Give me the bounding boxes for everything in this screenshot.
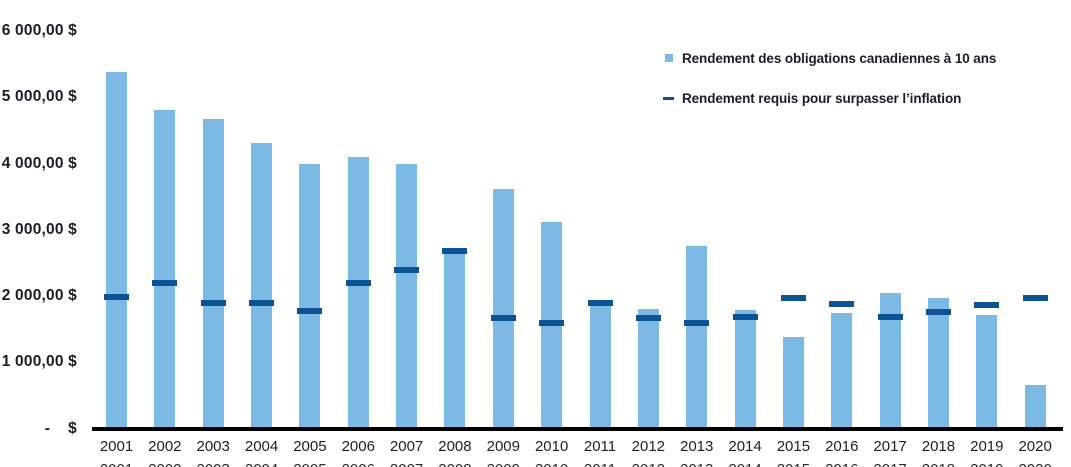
inflation-dash-2020 [1022, 294, 1048, 301]
legend-item-bonds: Rendement des obligations canadiennes à … [663, 48, 1063, 68]
cut-off-label: 2015 [769, 461, 817, 467]
legend: Rendement des obligations canadiennes à … [663, 48, 1063, 108]
cut-off-label: 2004 [238, 461, 286, 467]
cut-off-label: 2016 [818, 461, 866, 467]
bar-2003 [202, 119, 224, 430]
x-axis-label-2006: 2006 [341, 438, 375, 455]
bar-2012 [637, 308, 659, 430]
bar-2019 [976, 314, 998, 430]
x-axis-label-2009: 2009 [486, 438, 520, 455]
cut-off-label: 2006 [334, 461, 382, 467]
cut-off-label: 2008 [431, 461, 479, 467]
x-axis-label-2016: 2016 [825, 438, 859, 455]
bar-2001 [106, 72, 127, 430]
cut-off-label: 2007 [383, 461, 431, 467]
bar-2014 [734, 309, 756, 430]
bar-2016 [831, 313, 853, 430]
x-axis-label-2004: 2004 [244, 438, 279, 455]
cut-off-label: 2017 [866, 461, 914, 467]
x-axis-label-2011: 2011 [583, 438, 617, 455]
inflation-dash-2006 [345, 279, 371, 286]
y-axis-label: - $ [44, 419, 77, 437]
bar-2002 [154, 109, 176, 430]
cut-off-label: 2003 [189, 461, 237, 467]
x-axis-label-2001: 2001 [99, 438, 134, 455]
cut-off-label: 2012 [624, 461, 672, 467]
cut-off-label: 2011 [576, 461, 624, 467]
inflation-dash-2019 [974, 301, 1000, 308]
x-axis-label-2005: 2005 [293, 438, 327, 455]
bar-2015 [782, 337, 804, 430]
y-axis-label: 3 000,00 $ [1, 220, 77, 238]
inflation-dash-2012 [635, 314, 661, 321]
x-axis-label-2015: 2015 [776, 438, 811, 455]
y-axis-label: 4 000,00 $ [1, 154, 77, 172]
bar-2020 [1024, 384, 1046, 430]
inflation-dash-2005 [297, 307, 323, 314]
bar-2008 [444, 252, 466, 430]
inflation-dash-2015 [780, 294, 806, 301]
cut-off-label: 2001 [93, 461, 141, 467]
legend-label-inflation: Rendement requis pour surpasser l’inflat… [682, 90, 962, 106]
bond-series-swatch-icon [665, 54, 673, 62]
x-axis-label-2013: 2013 [680, 438, 714, 455]
inflation-series-dash-icon [663, 96, 674, 100]
bar-2011 [589, 301, 611, 430]
y-axis-label: 1 000,00 $ [1, 353, 77, 371]
x-axis-label-2014: 2014 [728, 438, 762, 455]
x-axis-line [92, 427, 1063, 431]
bar-2004 [251, 142, 273, 430]
inflation-dash-2017 [877, 314, 903, 321]
bar-2007 [396, 164, 418, 430]
inflation-dash-2008 [442, 247, 468, 254]
x-axis-label-2003: 2003 [196, 438, 230, 455]
y-axis-label: 6 000,00 $ [1, 22, 77, 39]
x-axis-label-2017: 2017 [873, 438, 907, 455]
inflation-dash-2014 [732, 314, 758, 321]
cut-off-label: 2020 [1011, 461, 1059, 467]
cut-off-label: 2005 [286, 461, 334, 467]
bar-2005 [299, 164, 321, 430]
legend-item-inflation: Rendement requis pour surpasser l’inflat… [663, 88, 1063, 108]
bar-2018 [927, 297, 949, 430]
inflation-dash-2001 [104, 293, 129, 300]
bar-2017 [879, 293, 901, 430]
bar-2009 [492, 188, 514, 430]
cut-off-label: 2014 [721, 461, 769, 467]
x-axis-label-2002: 2002 [148, 438, 182, 455]
inflation-dash-2007 [394, 267, 420, 274]
inflation-dash-2013 [684, 320, 710, 327]
inflation-dash-2010 [539, 320, 565, 327]
cut-off-label: 2019 [963, 461, 1011, 467]
cut-off-label: 2009 [479, 461, 527, 467]
y-axis-label: 5 000,00 $ [1, 88, 77, 106]
cut-off-label: 2002 [141, 461, 189, 467]
y-axis-label: 2 000,00 $ [1, 287, 77, 304]
x-axis-label-2020: 2020 [1018, 438, 1052, 455]
x-axis-label-2007: 2007 [389, 438, 424, 455]
cut-off-label: 2010 [528, 461, 576, 467]
inflation-dash-2011 [587, 299, 613, 306]
x-axis-label-2018: 2018 [921, 438, 956, 455]
inflation-dash-2002 [152, 279, 178, 286]
x-axis-label-2012: 2012 [631, 438, 666, 455]
inflation-dash-2016 [829, 300, 855, 307]
cut-off-label: 2018 [914, 461, 962, 467]
legend-label-bonds: Rendement des obligations canadiennes à … [682, 50, 997, 66]
inflation-dash-2018 [925, 308, 951, 315]
bar-2013 [686, 245, 708, 430]
x-axis-label-2010: 2010 [534, 438, 569, 455]
bar-2006 [347, 156, 369, 430]
x-axis-label-2019: 2019 [970, 438, 1004, 455]
inflation-dash-2009 [490, 314, 516, 321]
cut-off-label: 2013 [673, 461, 721, 467]
inflation-dash-2004 [249, 300, 275, 307]
x-axis-label-2008: 2008 [438, 438, 472, 455]
inflation-dash-2003 [200, 300, 226, 307]
